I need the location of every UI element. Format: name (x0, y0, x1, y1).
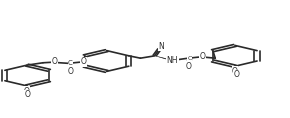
Text: O: O (232, 67, 238, 76)
Text: N: N (159, 42, 164, 51)
Polygon shape (155, 56, 168, 60)
Text: O: O (199, 52, 205, 61)
Text: O: O (68, 67, 73, 76)
Text: C: C (68, 60, 73, 66)
Text: O: O (24, 87, 30, 96)
Text: O: O (81, 57, 86, 66)
Text: O: O (233, 70, 239, 79)
Text: O: O (186, 62, 192, 71)
Text: NH: NH (166, 56, 178, 65)
Text: C: C (188, 56, 192, 61)
Text: O: O (25, 90, 31, 99)
Text: O: O (52, 57, 57, 66)
